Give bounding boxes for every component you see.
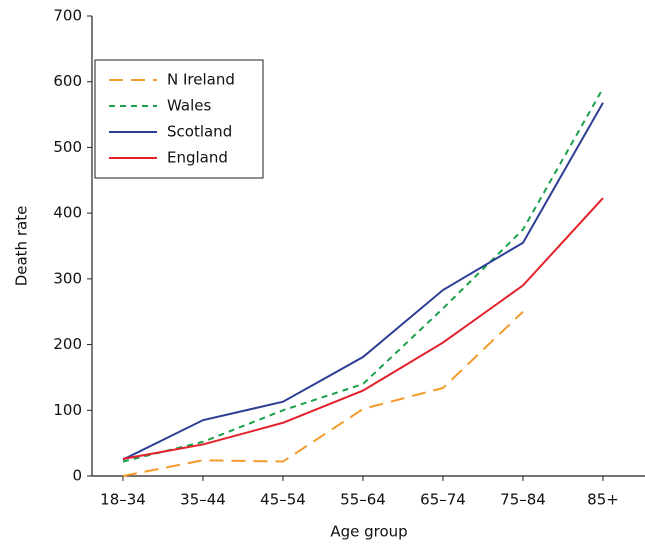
y-axis-label: Death rate [13,206,31,287]
series-line [122,102,604,461]
series-line [122,87,604,463]
x-tick-label: 45–54 [260,491,306,509]
y-tick-label: 600 [53,72,82,90]
x-tick-label: 55–64 [340,491,386,509]
legend-label: N Ireland [167,71,235,89]
y-tick-label: 400 [53,204,82,222]
series-line [122,310,524,477]
y-tick-label: 500 [53,138,82,156]
series-line [122,197,604,460]
x-tick-label: 85+ [587,491,619,509]
y-tick-label: 200 [53,335,82,353]
x-tick-label: 65–74 [420,491,466,509]
legend-label: England [167,149,228,167]
legend-label: Scotland [167,123,232,141]
y-tick-label: 300 [53,269,82,287]
legend-label: Wales [167,97,211,115]
y-tick-label: 700 [53,7,82,25]
y-tick-label: 100 [53,401,82,419]
x-tick-label: 75–84 [500,491,546,509]
x-tick-label: 18–34 [100,491,146,509]
x-axis-label: Age group [330,523,407,541]
x-tick-label: 35–44 [180,491,226,509]
y-tick-label: 0 [72,467,82,485]
